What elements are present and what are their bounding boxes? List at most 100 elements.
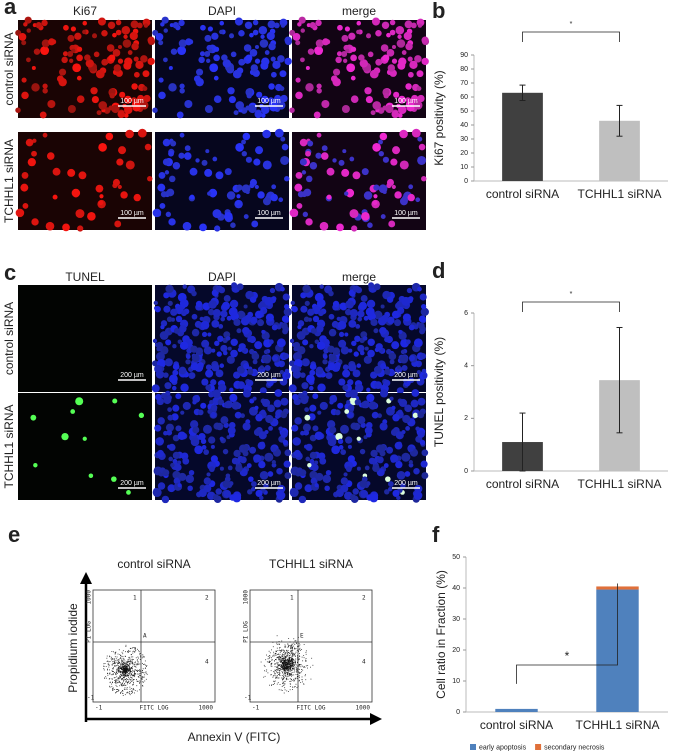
event [277, 644, 278, 645]
cell [254, 341, 262, 349]
event [284, 669, 285, 670]
cell [96, 70, 105, 79]
cell [219, 363, 224, 368]
event [114, 665, 115, 666]
event [299, 649, 300, 650]
cell [171, 48, 177, 54]
cell [309, 405, 316, 412]
event [119, 649, 120, 650]
event [300, 664, 301, 665]
event [268, 656, 269, 657]
event [271, 649, 272, 650]
event [123, 668, 124, 669]
event [299, 656, 300, 657]
cell [220, 437, 224, 441]
cell [70, 409, 75, 414]
event [285, 672, 286, 673]
cell [262, 399, 270, 407]
event [125, 694, 126, 695]
cell [418, 23, 422, 27]
event [135, 674, 136, 675]
event [292, 672, 293, 673]
event [138, 664, 139, 665]
event [128, 661, 129, 662]
event [130, 651, 131, 652]
event [142, 672, 143, 673]
cell [123, 35, 127, 39]
event [144, 681, 145, 682]
cell [413, 468, 419, 474]
cell [390, 20, 395, 25]
cell [368, 52, 374, 58]
event [289, 657, 290, 658]
event [273, 671, 274, 672]
cell [379, 327, 387, 335]
cell [180, 342, 188, 350]
event [277, 684, 278, 685]
cell [413, 491, 422, 500]
event [285, 672, 286, 673]
event [129, 657, 130, 658]
cell [391, 341, 399, 349]
event [141, 673, 142, 674]
cell [381, 315, 388, 322]
event [275, 675, 276, 676]
cell [139, 413, 144, 418]
scale-bar-label: 200 µm [394, 480, 418, 487]
event [277, 673, 278, 674]
event [135, 666, 136, 667]
event [128, 662, 129, 663]
cell [376, 343, 383, 350]
event [116, 670, 117, 671]
cell [315, 483, 319, 487]
cell [179, 88, 184, 93]
event [113, 663, 114, 664]
cell [280, 137, 285, 142]
event [296, 669, 297, 670]
event [132, 675, 133, 676]
event [285, 674, 286, 675]
cell [160, 325, 164, 329]
cell [392, 59, 397, 64]
cell [329, 354, 337, 362]
cell [153, 209, 162, 218]
cell [396, 431, 404, 439]
cell [280, 156, 289, 165]
cell [213, 54, 220, 61]
cell [295, 92, 303, 100]
event [285, 654, 286, 655]
event [132, 663, 133, 664]
event [126, 672, 127, 673]
cell [322, 38, 329, 45]
cell [357, 416, 365, 424]
event [116, 680, 117, 681]
cell [304, 415, 310, 421]
event [133, 671, 134, 672]
cell [220, 467, 224, 471]
event [292, 644, 293, 645]
cell [388, 221, 395, 228]
cell [303, 212, 308, 217]
event [121, 662, 122, 663]
quadrant-number: 3 [290, 647, 294, 654]
event [125, 646, 126, 647]
cell [235, 18, 243, 26]
event [295, 641, 296, 642]
event [119, 663, 120, 664]
event [299, 658, 300, 659]
event [129, 692, 130, 693]
cell [417, 411, 424, 418]
cell [108, 22, 115, 29]
cell [201, 340, 209, 348]
cell [320, 402, 328, 410]
cell [231, 282, 237, 288]
axis-label: Annexin V (FITC) [188, 730, 281, 744]
cell [214, 76, 219, 81]
event [281, 662, 282, 663]
cell [145, 144, 152, 151]
cell [350, 209, 359, 218]
cell [409, 355, 415, 361]
event [133, 689, 134, 690]
cell [184, 152, 192, 160]
quadrant-number: 2 [205, 595, 209, 602]
